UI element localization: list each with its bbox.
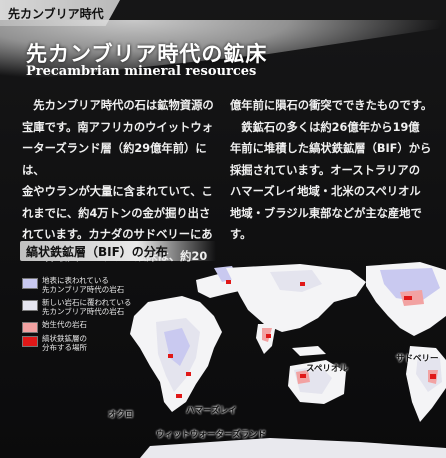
indonesia-islands <box>292 346 326 356</box>
body-text-right: 億年前に隕石の衝突でできたものです。 鉄鉱石の多くは約26億年から19億 年前に… <box>230 99 433 241</box>
legend-label: 始生代の岩石 <box>42 320 87 329</box>
legend-item: 新しい岩石に覆われている 先カンブリア時代の岩石 <box>22 298 152 320</box>
bif-marker <box>226 280 231 284</box>
section-heading-bar <box>20 241 216 261</box>
bif-marker <box>186 372 191 376</box>
legend-swatch <box>22 278 38 289</box>
antarctica-landmass <box>140 438 446 458</box>
chapter-tab-label: 先カンブリア時代 <box>8 7 104 21</box>
place-label-superior: スペリオル <box>306 364 348 374</box>
legend-swatch <box>22 322 38 333</box>
section-heading: 縞状鉄鉱層（BIF）の分布 <box>26 245 168 259</box>
legend-swatch <box>22 336 38 347</box>
canadian-shield <box>380 268 440 302</box>
legend-label: 地表に表われている 先カンブリア時代の岩石 <box>42 276 125 294</box>
place-label-sudbury: サドベリー <box>396 354 439 364</box>
bif-marker <box>300 374 306 378</box>
bif-marker <box>168 354 173 358</box>
place-label-hamersley: ハマーズレイ <box>186 406 237 416</box>
page-subtitle: Precambrian mineral resources <box>26 64 257 79</box>
place-label-witwatersrand: ウィットウォーターズランド <box>156 430 267 440</box>
page-title: 先カンブリア時代の鉱床 <box>26 42 268 66</box>
legend-item: 始生代の岩石 <box>22 320 152 334</box>
map-legend: 地表に表われている 先カンブリア時代の岩石 新しい岩石に覆われている 先カンブリ… <box>22 276 152 356</box>
bif-marker <box>404 296 412 300</box>
bif-marker <box>430 374 436 379</box>
legend-item: 縞状鉄鉱層の 分布する場所 <box>22 334 152 356</box>
legend-item: 地表に表われている 先カンブリア時代の岩石 <box>22 276 152 298</box>
place-label-okuro: オクロ <box>108 410 134 420</box>
bif-distribution-map <box>130 262 446 458</box>
siberia-precambrian <box>270 270 322 292</box>
bif-marker <box>176 394 182 398</box>
bif-marker <box>300 282 305 286</box>
asia-landmass <box>226 264 366 332</box>
legend-swatch <box>22 300 38 311</box>
legend-label: 縞状鉄鉱層の 分布する場所 <box>42 334 87 352</box>
bif-marker <box>266 334 271 338</box>
legend-label: 新しい岩石に覆われている 先カンブリア時代の岩石 <box>42 298 132 316</box>
